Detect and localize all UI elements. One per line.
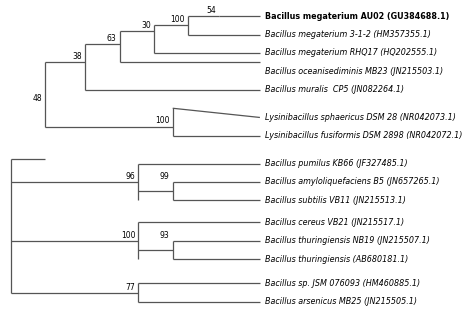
Text: 100: 100 [121,231,135,240]
Text: 48: 48 [32,94,42,103]
Text: Bacillus megaterium AU02 (GU384688.1): Bacillus megaterium AU02 (GU384688.1) [264,12,449,21]
Text: Bacillus sp. JSM 076093 (HM460885.1): Bacillus sp. JSM 076093 (HM460885.1) [264,279,419,288]
Text: Lysinibacillus fusiformis DSM 2898 (NR042072.1): Lysinibacillus fusiformis DSM 2898 (NR04… [264,131,462,140]
Text: 96: 96 [126,172,135,181]
Text: 100: 100 [171,15,185,24]
Text: Bacillus pumilus KB66 (JF327485.1): Bacillus pumilus KB66 (JF327485.1) [264,159,407,168]
Text: Bacillus subtilis VB11 (JN215513.1): Bacillus subtilis VB11 (JN215513.1) [264,196,405,205]
Text: 30: 30 [141,21,151,30]
Text: Bacillus amyloliquefaciens B5 (JN657265.1): Bacillus amyloliquefaciens B5 (JN657265.… [264,178,439,186]
Text: 77: 77 [126,283,135,292]
Text: 100: 100 [155,116,170,125]
Text: 54: 54 [207,6,216,15]
Text: Bacillus megaterium 3-1-2 (HM357355.1): Bacillus megaterium 3-1-2 (HM357355.1) [264,30,430,39]
Text: 93: 93 [160,231,170,240]
Text: Bacillus oceanisediminis MB23 (JN215503.1): Bacillus oceanisediminis MB23 (JN215503.… [264,67,443,76]
Text: Bacillus cereus VB21 (JN215517.1): Bacillus cereus VB21 (JN215517.1) [264,218,404,227]
Text: Bacillus thuringiensis NB19 (JN215507.1): Bacillus thuringiensis NB19 (JN215507.1) [264,236,429,246]
Text: Bacillus megaterium RHQ17 (HQ202555.1): Bacillus megaterium RHQ17 (HQ202555.1) [264,48,437,58]
Text: 63: 63 [107,34,117,43]
Text: Bacillus arsenicus MB25 (JN215505.1): Bacillus arsenicus MB25 (JN215505.1) [264,297,417,306]
Text: 38: 38 [73,52,82,61]
Text: Lysinibacillus sphaericus DSM 28 (NR042073.1): Lysinibacillus sphaericus DSM 28 (NR0420… [264,113,456,122]
Text: 99: 99 [160,172,170,181]
Text: Bacillus muralis  CP5 (JN082264.1): Bacillus muralis CP5 (JN082264.1) [264,85,403,94]
Text: Bacillus thuringiensis (AB680181.1): Bacillus thuringiensis (AB680181.1) [264,255,408,264]
